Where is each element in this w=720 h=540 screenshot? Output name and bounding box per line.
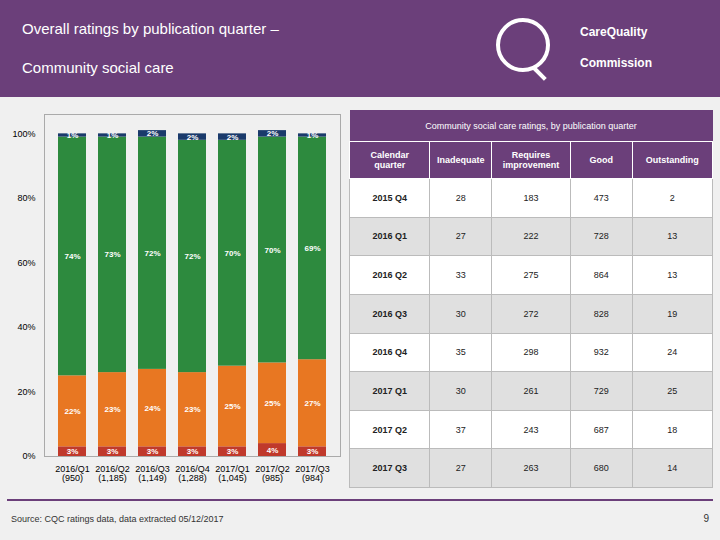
html-text:2017 Q1: 2017 Q1 xyxy=(372,385,407,396)
html-text:CareQuality: CareQuality xyxy=(580,25,648,39)
html-text:28: 28 xyxy=(455,192,466,203)
html-text:183: 183 xyxy=(523,192,539,203)
html-text:263: 263 xyxy=(523,463,539,474)
html-text:728: 728 xyxy=(593,231,609,242)
svg-text:3%: 3% xyxy=(147,447,159,456)
html-text:Inadequate: Inadequate xyxy=(437,155,485,165)
svg-text:20%: 20% xyxy=(17,387,35,397)
svg-text:24%: 24% xyxy=(144,404,160,413)
svg-text:0%: 0% xyxy=(22,451,35,461)
html-text:14: 14 xyxy=(667,463,678,474)
html-text:13: 13 xyxy=(667,270,678,281)
html-text:33: 33 xyxy=(455,270,466,281)
html-text:19: 19 xyxy=(667,308,678,319)
svg-text:3%: 3% xyxy=(227,447,239,456)
svg-text:1%: 1% xyxy=(107,131,119,140)
html-text:473: 473 xyxy=(593,192,609,203)
svg-text:3%: 3% xyxy=(67,447,79,456)
html-text:2017 Q2: 2017 Q2 xyxy=(372,424,407,435)
html-text:Outstanding: Outstanding xyxy=(645,155,699,165)
svg-text:2016/Q3(1,149): 2016/Q3(1,149) xyxy=(135,464,170,483)
html-text:25: 25 xyxy=(667,385,678,396)
html-text:864: 864 xyxy=(593,270,609,281)
svg-text:2016/Q4(1,288): 2016/Q4(1,288) xyxy=(175,464,210,483)
html-text:Source: CQC ratings data, data: Source: CQC ratings data, data extracted… xyxy=(11,514,224,524)
svg-text:2%: 2% xyxy=(187,133,199,142)
html-text:37: 37 xyxy=(455,424,466,435)
svg-text:4%: 4% xyxy=(267,446,279,455)
html-text:27: 27 xyxy=(455,463,466,474)
html-text:2015 Q4: 2015 Q4 xyxy=(372,192,407,203)
svg-text:73%: 73% xyxy=(104,250,120,259)
svg-text:3%: 3% xyxy=(307,447,319,456)
html-text:Good: Good xyxy=(589,155,613,165)
svg-text:2016/Q1(950): 2016/Q1(950) xyxy=(55,464,90,483)
html-text:13: 13 xyxy=(667,231,678,242)
svg-text:23%: 23% xyxy=(184,405,200,414)
svg-text:25%: 25% xyxy=(224,402,240,411)
html-text:828: 828 xyxy=(593,308,609,319)
html-text:Requires improvement: Requires improvement xyxy=(502,150,560,170)
svg-text:3%: 3% xyxy=(107,447,119,456)
svg-text:72%: 72% xyxy=(144,249,160,258)
svg-text:74%: 74% xyxy=(64,252,80,261)
svg-text:1%: 1% xyxy=(67,131,79,140)
svg-text:2%: 2% xyxy=(147,129,159,138)
svg-text:2%: 2% xyxy=(227,133,239,142)
svg-text:27%: 27% xyxy=(304,399,320,408)
html-text:30: 30 xyxy=(455,308,466,319)
html-text:Calendar quarter: Calendar quarter xyxy=(370,150,409,170)
html-text:2016 Q4: 2016 Q4 xyxy=(372,347,407,358)
html-text:30: 30 xyxy=(455,385,466,396)
html-text:2016 Q1: 2016 Q1 xyxy=(372,231,407,242)
html-text:272: 272 xyxy=(523,308,539,319)
svg-text:3%: 3% xyxy=(187,447,199,456)
svg-text:70%: 70% xyxy=(264,246,280,255)
svg-text:100%: 100% xyxy=(12,129,35,139)
html-text:27: 27 xyxy=(455,231,466,242)
svg-text:1%: 1% xyxy=(307,131,319,140)
html-text:243: 243 xyxy=(523,424,539,435)
html-text:Community social care ratings,: Community social care ratings, by public… xyxy=(425,120,637,131)
html-text:2016 Q3: 2016 Q3 xyxy=(372,308,407,319)
svg-text:2017/Q2(985): 2017/Q2(985) xyxy=(255,464,290,483)
html-text:222: 222 xyxy=(523,231,539,242)
html-text:729: 729 xyxy=(593,385,609,396)
html-text:680: 680 xyxy=(593,463,609,474)
svg-text:2017/Q3(984): 2017/Q3(984) xyxy=(295,464,330,483)
html-text:9: 9 xyxy=(703,513,709,524)
svg-text:2016/Q2(1,185): 2016/Q2(1,185) xyxy=(95,464,130,483)
html-text:2016 Q2: 2016 Q2 xyxy=(372,270,407,281)
svg-text:70%: 70% xyxy=(224,249,240,258)
html-text:932: 932 xyxy=(593,347,609,358)
svg-text:22%: 22% xyxy=(64,407,80,416)
svg-text:2017/Q1(1,045): 2017/Q1(1,045) xyxy=(215,464,250,483)
svg-text:23%: 23% xyxy=(104,405,120,414)
html-text:2017 Q3: 2017 Q3 xyxy=(372,463,407,474)
html-text:18: 18 xyxy=(667,424,678,435)
html-text:275: 275 xyxy=(523,270,539,281)
html-text:2: 2 xyxy=(669,192,675,203)
html-text:Commission: Commission xyxy=(580,56,652,70)
svg-text:69%: 69% xyxy=(304,244,320,253)
svg-text:40%: 40% xyxy=(17,322,35,332)
html-text:Overall ratings by publication: Overall ratings by publication quarter – xyxy=(22,20,279,37)
html-text:298: 298 xyxy=(523,347,539,358)
svg-text:60%: 60% xyxy=(17,258,35,268)
svg-text:80%: 80% xyxy=(17,193,35,203)
svg-text:2%: 2% xyxy=(267,129,279,138)
html-text:261: 261 xyxy=(523,385,539,396)
svg-text:25%: 25% xyxy=(264,399,280,408)
svg-text:72%: 72% xyxy=(184,252,200,261)
html-text:35: 35 xyxy=(455,347,466,358)
html-text:Community social care: Community social care xyxy=(22,59,174,76)
html-text:687: 687 xyxy=(593,424,609,435)
html-text:24: 24 xyxy=(667,347,678,358)
